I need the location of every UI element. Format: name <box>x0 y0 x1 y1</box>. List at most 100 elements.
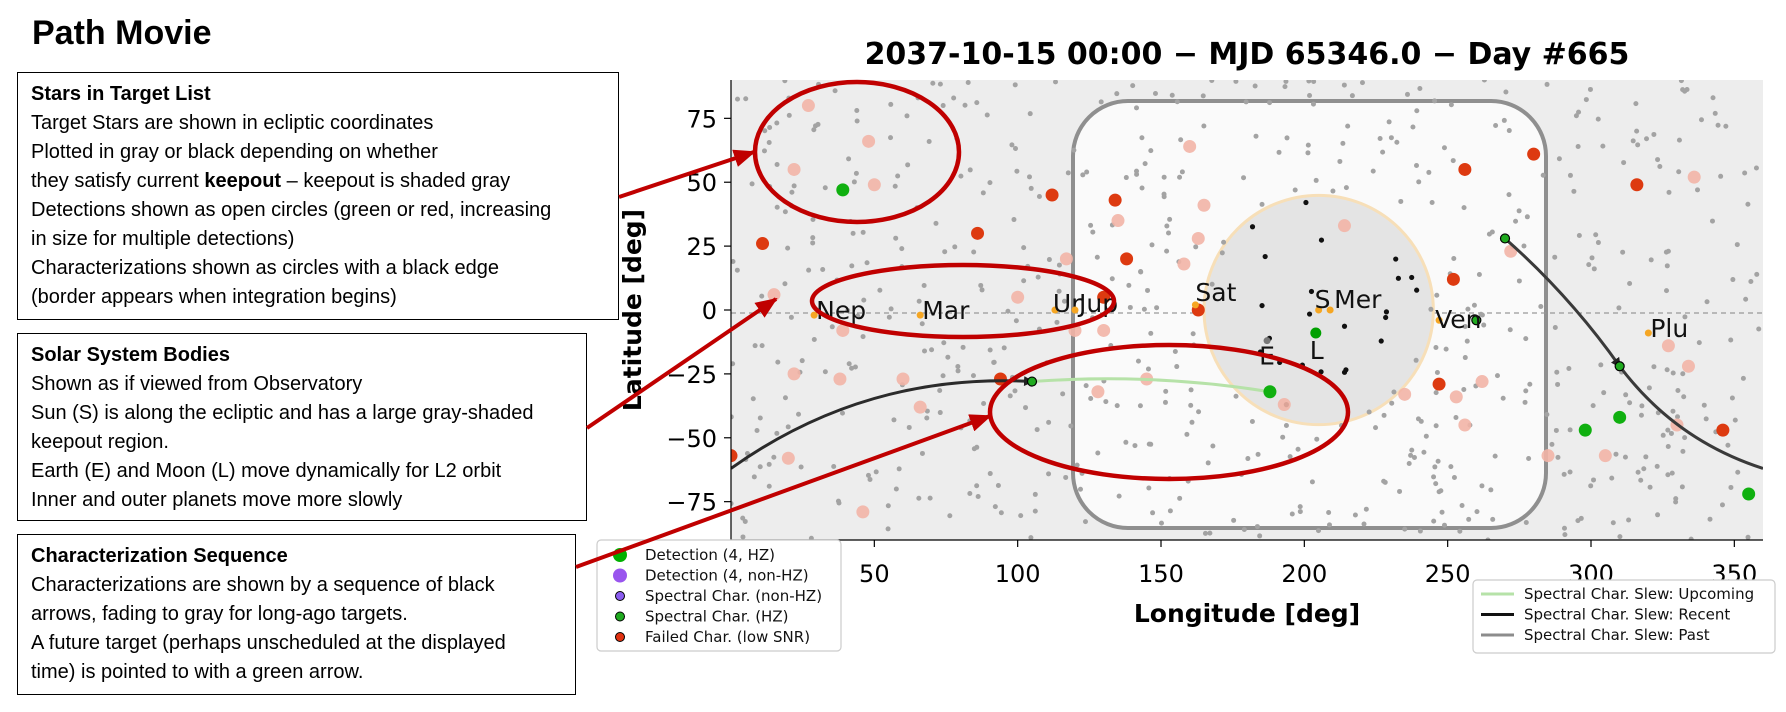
detection-marker <box>1458 418 1472 432</box>
star-point <box>1698 117 1704 123</box>
detection-marker <box>1277 398 1291 412</box>
star-point <box>1668 430 1674 436</box>
failed-char-marker <box>1458 162 1472 176</box>
star-point <box>1735 469 1741 475</box>
star-point <box>1071 147 1077 153</box>
star-point <box>1193 244 1199 250</box>
star-point <box>761 148 767 154</box>
star-point <box>960 344 966 350</box>
star-point <box>751 474 757 480</box>
star-point <box>1664 367 1670 373</box>
star-point <box>1676 137 1682 143</box>
failed-char-marker <box>1432 377 1446 391</box>
star-point <box>1623 392 1629 398</box>
star-point <box>893 235 899 241</box>
detection-marker <box>1661 339 1675 353</box>
star-point <box>1011 217 1017 223</box>
star-point <box>1433 345 1439 351</box>
star-point <box>1303 199 1309 206</box>
detection-marker <box>913 400 927 414</box>
star-point <box>919 450 925 456</box>
star-point <box>734 267 740 273</box>
star-point <box>1682 314 1688 320</box>
star-point <box>1461 387 1467 393</box>
characterized-star-marker <box>1471 315 1482 326</box>
star-point <box>885 526 891 532</box>
star-point <box>1439 509 1445 515</box>
solar-body-label: Ven <box>1435 305 1481 334</box>
chart-title: 2037-10-15 00:00 − MJD 65346.0 − Day #66… <box>865 37 1630 72</box>
star-point <box>1184 431 1190 437</box>
star-point <box>774 204 780 210</box>
star-point <box>1056 288 1062 294</box>
star-point <box>1481 322 1487 328</box>
star-point <box>1032 491 1038 497</box>
star-point <box>1728 337 1734 343</box>
star-point <box>1080 172 1086 178</box>
star-point <box>1715 122 1721 128</box>
star-point <box>1028 535 1034 540</box>
star-point <box>1538 303 1544 309</box>
callout-text: – keepout is shaded gray <box>281 170 511 192</box>
detection-marker <box>1011 290 1025 304</box>
star-point <box>892 183 898 189</box>
star-point <box>971 249 977 255</box>
star-point <box>1639 403 1645 409</box>
star-point <box>1664 288 1670 294</box>
star-point <box>855 313 861 319</box>
star-point <box>1488 487 1494 493</box>
star-point <box>1676 169 1682 175</box>
star-point <box>967 167 973 173</box>
star-point <box>1450 158 1456 164</box>
star-point <box>1366 409 1372 415</box>
star-point <box>1501 117 1507 123</box>
star-point <box>1103 399 1109 405</box>
slew-upcoming <box>1031 377 1271 394</box>
star-point <box>1046 419 1052 425</box>
star-point <box>1114 91 1120 97</box>
star-point <box>811 127 817 133</box>
star-point <box>788 314 794 320</box>
star-point <box>1340 140 1346 146</box>
star-point <box>1567 469 1573 475</box>
y-tick-label: −50 <box>666 425 717 453</box>
slew-recent <box>1618 365 1763 470</box>
star-point <box>1723 123 1729 129</box>
solar-body-label: Ur <box>1053 289 1082 318</box>
star-point <box>735 96 741 102</box>
star-point <box>1657 164 1663 170</box>
star-point <box>1060 391 1066 397</box>
star-point <box>1745 201 1751 207</box>
star-point <box>853 170 859 176</box>
star-point <box>1670 408 1676 414</box>
star-point <box>1189 419 1195 425</box>
star-point <box>1418 418 1424 424</box>
star-point <box>1500 395 1506 401</box>
star-point <box>767 124 773 130</box>
star-point <box>1426 169 1432 175</box>
detection-marker <box>862 134 876 148</box>
star-point <box>1388 135 1394 141</box>
faint-detections <box>767 99 1701 519</box>
detection-marker <box>1197 198 1211 212</box>
star-point <box>873 469 879 475</box>
star-point <box>1126 282 1132 288</box>
x-tick-label: 50 <box>859 560 890 588</box>
star-point <box>1172 348 1178 354</box>
star-point <box>1476 271 1482 277</box>
star-point <box>992 504 998 510</box>
star-point <box>860 334 866 340</box>
star-point <box>1141 306 1147 312</box>
star-point <box>796 411 802 417</box>
star-point <box>940 373 946 379</box>
star-point <box>1613 451 1619 457</box>
slew-paths <box>731 237 1763 470</box>
star-point <box>1221 239 1227 245</box>
star-point <box>1088 222 1094 228</box>
star-point <box>998 510 1004 516</box>
star-point <box>895 173 901 179</box>
star-point <box>1283 80 1289 84</box>
star-point <box>785 245 791 251</box>
solar-body-label: Sat <box>1195 278 1236 307</box>
star-point <box>1023 405 1029 411</box>
